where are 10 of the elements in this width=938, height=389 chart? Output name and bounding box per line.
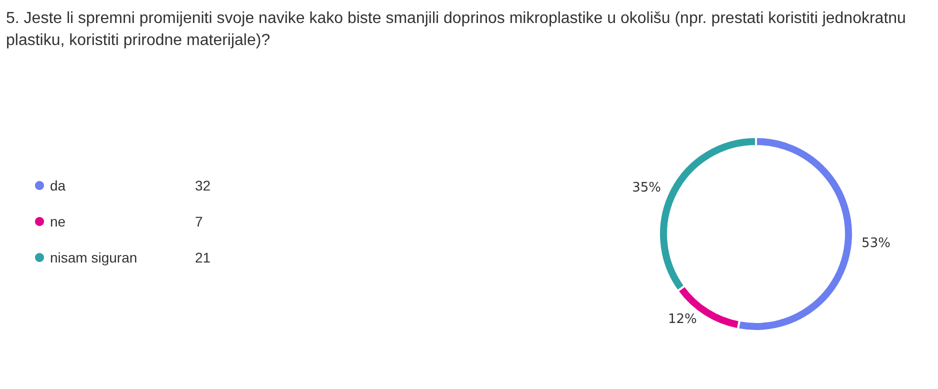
legend-label: da — [50, 178, 66, 194]
legend-label: ne — [50, 214, 66, 230]
data-label: 53% — [862, 236, 890, 252]
data-label: 12% — [668, 312, 697, 327]
text: 21 — [195, 250, 211, 266]
text: 32 — [195, 178, 211, 194]
legend-label: nisam siguran — [50, 250, 138, 266]
chart-title: 5. Jeste li spremni promijeniti svoje navike kako biste smanjili doprinos mikroplastike u okolišu (npr. prestati koristiti jednokratnu plastiku, koristiti prirodne materijale)? — [6, 9, 907, 51]
text: 7 — [195, 214, 203, 230]
data-label: 35% — [632, 180, 662, 196]
